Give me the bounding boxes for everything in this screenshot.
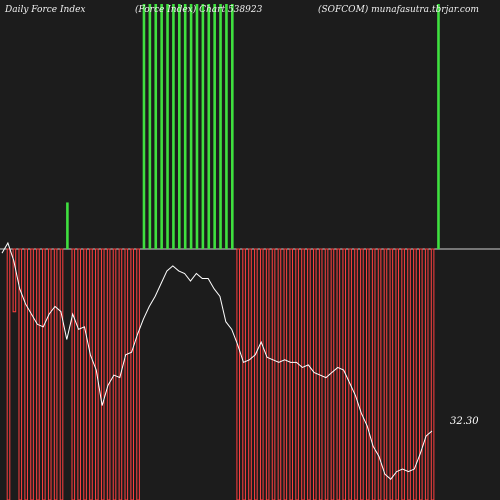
force-index-bar xyxy=(430,248,435,500)
force-index-bar xyxy=(53,248,58,500)
force-index-bar xyxy=(59,248,64,500)
force-index-bar xyxy=(348,248,352,500)
force-index-bar xyxy=(336,248,341,500)
force-index-bar xyxy=(201,4,205,249)
force-index-bar xyxy=(172,4,175,249)
force-index-bar xyxy=(307,248,311,500)
force-index-bars xyxy=(6,4,440,500)
force-index-bar xyxy=(342,248,347,500)
force-index-line xyxy=(1,241,433,480)
force-index-bar xyxy=(424,248,429,500)
force-index-bar xyxy=(36,248,40,500)
force-index-bar xyxy=(383,248,388,500)
last-value-label: 32.30 xyxy=(450,416,479,427)
force-index-bar xyxy=(124,248,129,500)
force-index-bar xyxy=(219,4,222,249)
force-index-bar xyxy=(71,248,76,500)
force-index-bar xyxy=(83,248,87,500)
force-index-bar xyxy=(118,248,123,500)
force-index-bar xyxy=(106,248,111,500)
force-index-bar xyxy=(160,4,163,249)
force-index-bar xyxy=(231,4,234,249)
force-index-bar xyxy=(178,4,181,249)
force-index-bar xyxy=(265,248,270,500)
force-index-bar xyxy=(225,4,228,249)
force-index-bar xyxy=(42,248,46,500)
force-index-bar xyxy=(354,248,358,500)
force-index-bar xyxy=(47,248,52,500)
force-index-bar xyxy=(112,248,117,500)
chart-title: Daily Force Index xyxy=(5,5,86,15)
force-index-bar xyxy=(283,248,288,500)
force-index-bar xyxy=(254,248,258,500)
force-index-bar xyxy=(66,202,69,249)
chart-type-label: (Force Index) Chart xyxy=(135,5,226,15)
force-index-bar xyxy=(12,248,17,313)
force-index-bar xyxy=(271,248,276,500)
stock-code: 538923 xyxy=(227,5,263,15)
force-index-bar xyxy=(18,248,23,500)
force-index-bar xyxy=(248,248,252,500)
force-index-bar xyxy=(413,248,417,500)
force-index-bar xyxy=(154,4,158,249)
force-index-bar xyxy=(389,248,394,500)
force-index-bar xyxy=(183,4,187,249)
force-index-bar xyxy=(136,248,140,500)
force-index-bar xyxy=(100,248,105,500)
force-index-bar xyxy=(395,248,400,500)
force-index-bar xyxy=(437,4,440,249)
force-index-bar xyxy=(166,4,169,249)
force-index-bar xyxy=(236,248,241,500)
force-index-bar xyxy=(295,248,299,500)
force-index-bar xyxy=(259,248,264,500)
force-index-bar xyxy=(89,248,93,500)
force-index-bar xyxy=(30,248,34,500)
force-index-bar xyxy=(289,248,294,500)
force-index-bar xyxy=(24,248,28,500)
force-index-bar xyxy=(401,248,405,500)
force-index-bar xyxy=(419,248,423,500)
force-index-bar xyxy=(207,4,211,249)
force-index-bar xyxy=(360,248,364,500)
force-index-bar xyxy=(277,248,282,500)
force-index-bar xyxy=(377,248,382,500)
force-index-bar xyxy=(371,248,376,500)
force-index-bar xyxy=(365,248,370,500)
force-index-bar xyxy=(301,248,305,500)
force-index-bar xyxy=(6,248,11,500)
force-index-bar xyxy=(242,248,246,500)
chart-subtitle: (Force Index) Chart 538923 xyxy=(135,3,262,17)
force-index-bar xyxy=(312,248,317,500)
force-index-bar xyxy=(407,248,411,500)
force-index-bar xyxy=(189,4,193,249)
force-index-bar xyxy=(130,248,134,500)
site-credit: (SOFCOM) munafasutra.tbrjar.com xyxy=(318,5,479,15)
force-index-bar xyxy=(142,4,146,249)
force-index-bar xyxy=(195,4,199,249)
force-index-bar xyxy=(148,4,152,249)
force-index-bar xyxy=(77,248,81,500)
force-index-bar xyxy=(213,4,216,249)
force-index-bar xyxy=(330,248,335,500)
force-index-bar xyxy=(95,248,99,500)
force-index-bar xyxy=(324,248,329,500)
